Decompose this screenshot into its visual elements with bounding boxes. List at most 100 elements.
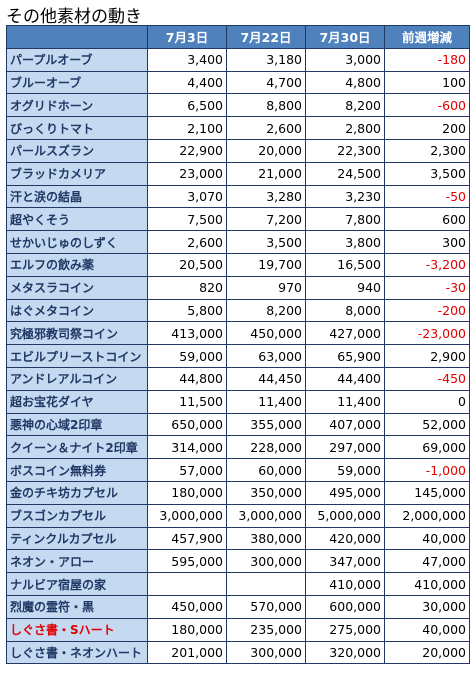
price-cell: 457,900: [147, 526, 227, 551]
price-cell: 450,000: [226, 321, 306, 346]
price-cell: 6,500: [147, 93, 227, 118]
item-name: ボスコイン無料券: [6, 458, 148, 482]
price-cell: 595,000: [147, 549, 227, 574]
item-name: 究極邪教司祭コイン: [6, 321, 148, 346]
price-cell: 350,000: [226, 480, 306, 505]
price-cell: 600: [384, 207, 470, 232]
row: びっくりトマト 2,100 2,600 2,800 200: [6, 116, 470, 140]
price-cell: 59,000: [305, 458, 385, 482]
row: ネオン・アロー 595,000 300,000 347,000 47,000: [6, 549, 470, 574]
item-name: クイーン＆ナイト2印章: [6, 435, 148, 460]
row: ティンクルカプセル 457,900 380,000 420,000 40,000: [6, 526, 470, 551]
price-cell: 300,000: [226, 549, 306, 574]
item-name: びっくりトマト: [6, 116, 148, 140]
title: その他素材の動き: [6, 7, 142, 27]
price-cell: 347,000: [305, 549, 385, 574]
row: 烈魔の霊符・黒 450,000 570,000 600,000 30,000: [6, 594, 470, 619]
price-cell: 3,800: [305, 230, 385, 254]
item-name: アンドレアルコイン: [6, 366, 148, 391]
price-cell: 410,000: [384, 572, 470, 596]
price-cell: 47,000: [384, 549, 470, 574]
price-cell: 44,450: [226, 366, 306, 391]
price-cell: -1,000: [384, 458, 470, 482]
price-cell: 300,000: [226, 640, 306, 665]
price-cell: 410,000: [305, 572, 385, 596]
row: パールスズラン 22,900 20,000 22,300 2,300: [6, 138, 470, 163]
price-cell: -600: [384, 93, 470, 118]
header-cell: 前週増減: [384, 25, 470, 49]
price-cell: 3,500: [226, 230, 306, 254]
price-cell: 228,000: [226, 435, 306, 460]
item-name: パールスズラン: [6, 138, 148, 163]
price-cell: 180,000: [147, 617, 227, 642]
header-corner: [6, 25, 148, 49]
price-cell: 7,800: [305, 207, 385, 232]
price-cell: 2,300: [384, 138, 470, 163]
price-cell: 7,200: [226, 207, 306, 232]
row: はぐメタコイン 5,800 8,200 8,000 -200: [6, 298, 470, 323]
price-cell: 3,280: [226, 184, 306, 209]
price-cell: -180: [384, 47, 470, 72]
item-name: メタスラコイン: [6, 275, 148, 300]
price-cell: 8,200: [305, 93, 385, 118]
price-cell: [226, 572, 306, 596]
row: オグリドホーン 6,500 8,800 8,200 -600: [6, 93, 470, 118]
price-cell: 3,000,000: [147, 503, 227, 528]
price-cell: 180,000: [147, 480, 227, 505]
item-name: せかいじゅのしずく: [6, 230, 148, 254]
price-cell: 11,500: [147, 389, 227, 414]
price-cell: 52,000: [384, 412, 470, 437]
price-cell: 3,070: [147, 184, 227, 209]
item-name: オグリドホーン: [6, 93, 148, 118]
price-cell: 57,000: [147, 458, 227, 482]
price-cell: 2,000,000: [384, 503, 470, 528]
item-name: 汗と涙の結晶: [6, 184, 148, 209]
item-name: 金のチキ坊カプセル: [6, 480, 148, 505]
row: メタスラコイン 820 970 940 -30: [6, 275, 470, 300]
price-cell: 7,500: [147, 207, 227, 232]
price-cell: 380,000: [226, 526, 306, 551]
price-cell: 44,400: [305, 366, 385, 391]
price-cell: 4,800: [305, 70, 385, 95]
row: せかいじゅのしずく 2,600 3,500 3,800 300: [6, 230, 470, 254]
price-cell: 3,180: [226, 47, 306, 72]
price-cell: 200: [384, 116, 470, 140]
price-cell: 2,600: [147, 230, 227, 254]
price-cell: 297,000: [305, 435, 385, 460]
price-cell: 2,800: [305, 116, 385, 140]
row: しぐさ書・Sハート 180,000 235,000 275,000 40,000: [6, 617, 470, 642]
item-name: ブルーオーブ: [6, 70, 148, 95]
item-name: ブスゴンカプセル: [6, 503, 148, 528]
price-cell: 970: [226, 275, 306, 300]
price-cell: -30: [384, 275, 470, 300]
item-name: エビルプリーストコイン: [6, 344, 148, 368]
price-cell: 22,300: [305, 138, 385, 163]
price-cell: [147, 572, 227, 596]
price-cell: 2,100: [147, 116, 227, 140]
price-cell: 8,000: [305, 298, 385, 323]
price-cell: -450: [384, 366, 470, 391]
price-cell: 11,400: [226, 389, 306, 414]
item-name: 超お宝花ダイヤ: [6, 389, 148, 414]
price-cell: 650,000: [147, 412, 227, 437]
price-cell: 314,000: [147, 435, 227, 460]
price-cell: 8,800: [226, 93, 306, 118]
price-cell: 320,000: [305, 640, 385, 665]
price-cell: 20,000: [226, 138, 306, 163]
price-cell: 235,000: [226, 617, 306, 642]
price-cell: 30,000: [384, 594, 470, 619]
row: ブラッドカメリア 23,000 21,000 24,500 3,500: [6, 161, 470, 186]
price-cell: 59,000: [147, 344, 227, 368]
row: エビルプリーストコイン 59,000 63,000 65,900 2,900: [6, 344, 470, 368]
price-cell: -3,200: [384, 252, 470, 277]
header-cell: 7月30日: [305, 25, 385, 49]
price-cell: 8,200: [226, 298, 306, 323]
item-name: ブラッドカメリア: [6, 161, 148, 186]
price-cell: 300: [384, 230, 470, 254]
price-table: 7月3日 7月22日 7月30日 前週増減 パープルオーブ 3,400 3,180 3,00…: [6, 25, 470, 665]
price-cell: 940: [305, 275, 385, 300]
price-cell: 23,000: [147, 161, 227, 186]
price-cell: 201,000: [147, 640, 227, 665]
price-cell: 24,500: [305, 161, 385, 186]
price-cell: 450,000: [147, 594, 227, 619]
